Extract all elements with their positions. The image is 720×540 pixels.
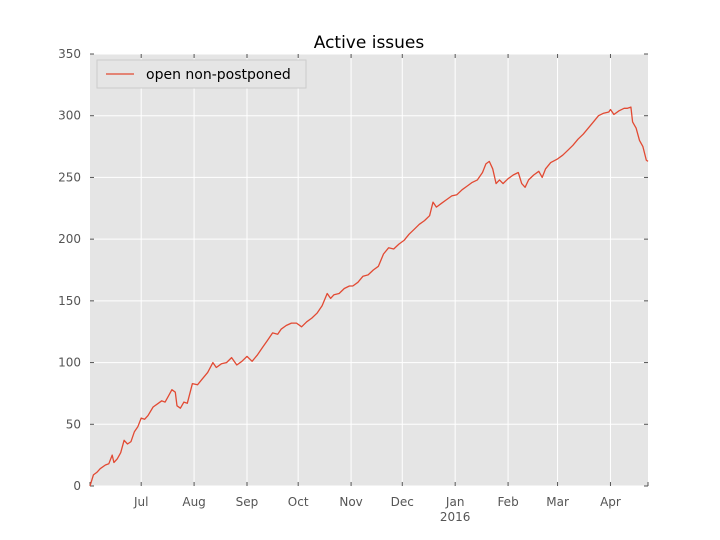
series-layer	[89, 106, 649, 487]
x-tick-label: Mar	[546, 495, 569, 509]
axis-ticks: 0 50 100 150 200 250 300 350 Jul Aug Sep Oct Nov Dec J…	[58, 47, 649, 524]
legend-label: open non-postponed	[146, 67, 291, 83]
x-tick-label: Oct	[288, 495, 309, 509]
y-tick-label: 250	[58, 170, 81, 184]
chart-title: Active issues	[314, 33, 425, 53]
x-tick-label: Feb	[497, 495, 518, 509]
x-tick-label: Aug	[182, 495, 205, 509]
y-tick-label: 350	[58, 47, 81, 61]
gridlines	[90, 53, 648, 487]
y-tick-label: 200	[58, 232, 81, 246]
y-tick-label: 50	[66, 417, 81, 431]
y-tick-label: 0	[73, 479, 81, 493]
x-tick-label: Jan	[445, 495, 465, 509]
y-tick-label: 100	[58, 356, 81, 370]
series-line-open-non-postponed	[89, 106, 649, 487]
y-tick-label: 150	[58, 294, 81, 308]
x-tick-label: Sep	[236, 495, 259, 509]
x-tick-label: Nov	[339, 495, 362, 509]
y-tick-label: 300	[58, 109, 81, 123]
plot-area	[90, 54, 648, 486]
legend: open non-postponed	[96, 59, 307, 89]
x-tick-sublabel: 2016	[440, 510, 471, 524]
x-tick-label: Apr	[600, 495, 621, 509]
x-tick-label: Dec	[391, 495, 414, 509]
x-tick-label: Jul	[133, 495, 148, 509]
